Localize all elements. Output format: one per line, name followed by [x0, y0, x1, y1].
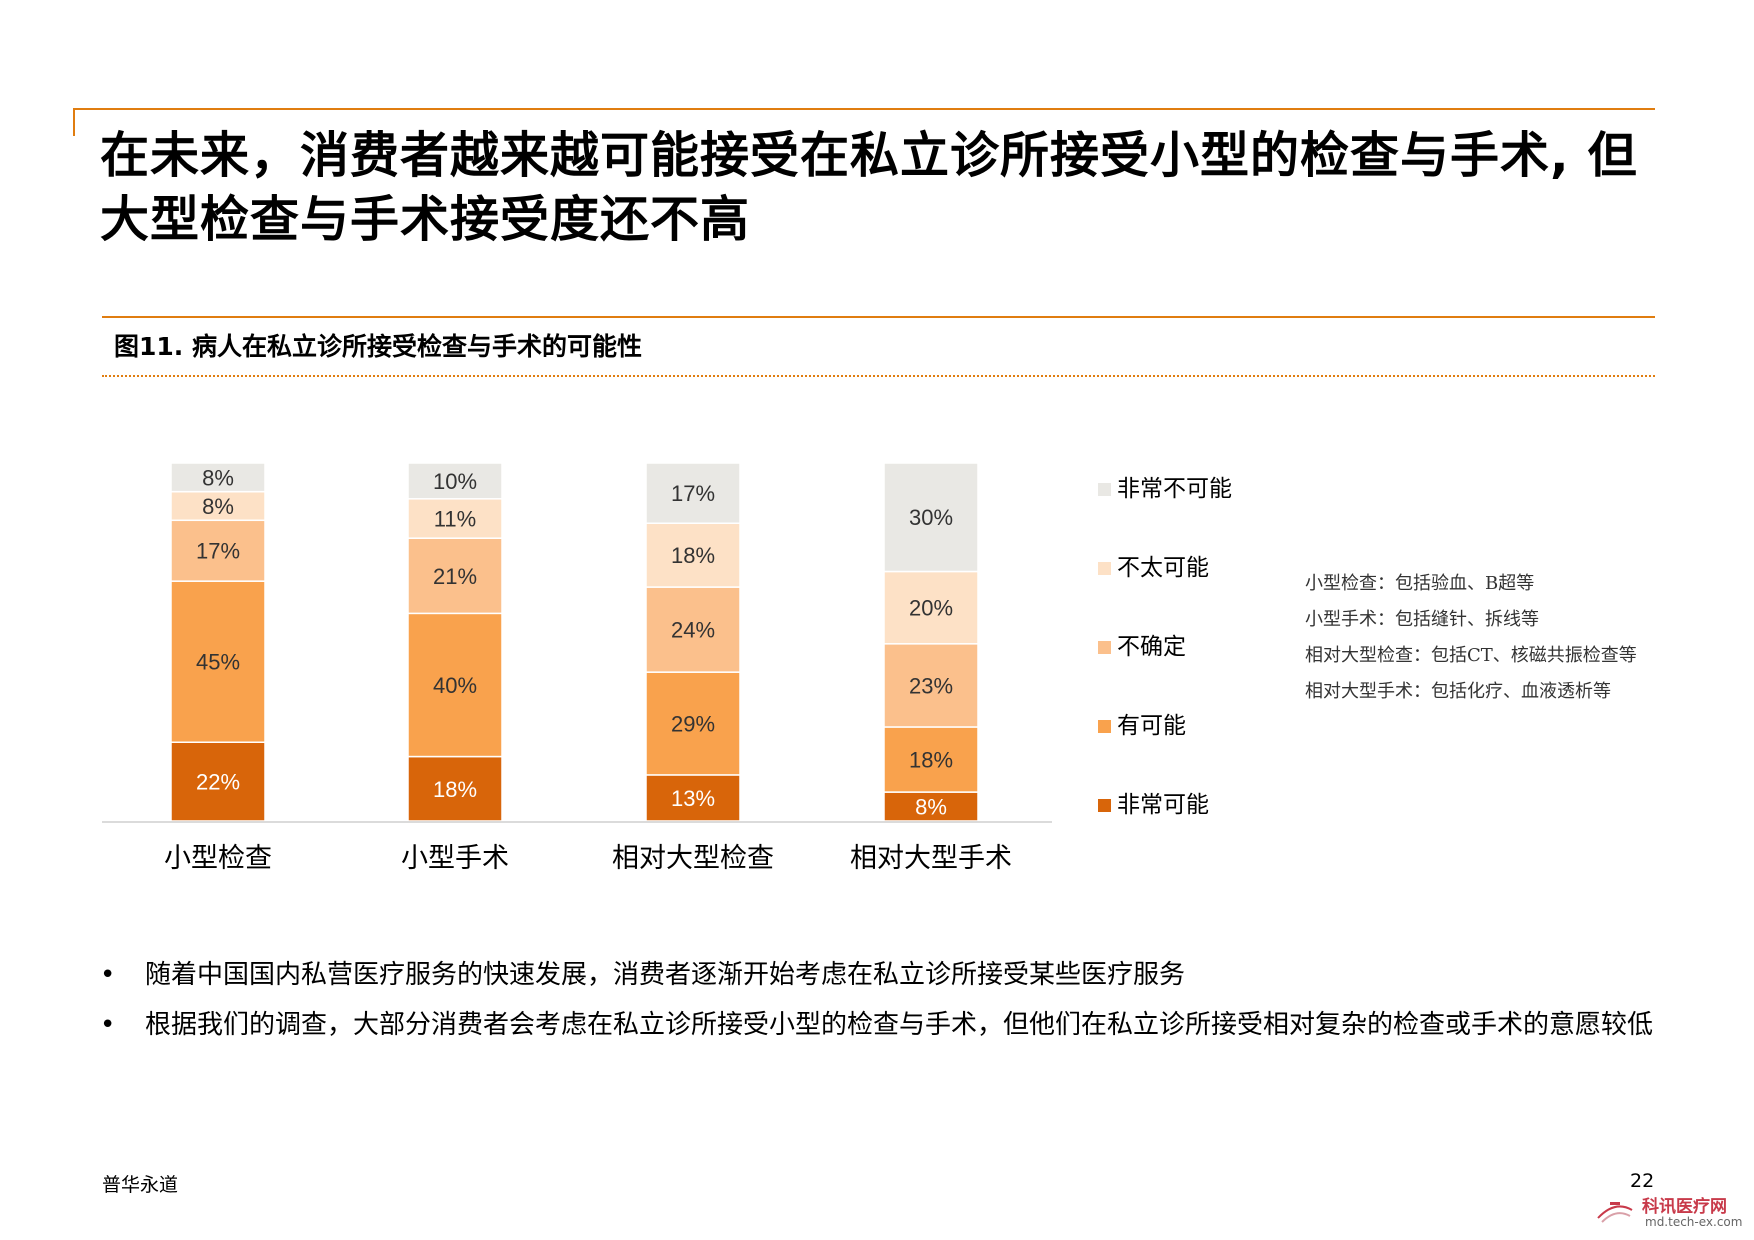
data-label: 8%: [915, 795, 947, 820]
data-label: 18%: [909, 748, 953, 773]
legend-item: 有可能: [1098, 711, 1186, 741]
note-large-exam: 相对大型检查：包括CT、核磁共振检查等: [1305, 645, 1637, 666]
data-label: 21%: [433, 564, 477, 589]
data-label: 18%: [433, 777, 477, 802]
definition-notes: 小型检查：包括验血、B超等 小型手术：包括缝针、拆线等 相对大型检查：包括CT、…: [1305, 566, 1637, 710]
figure-rule-bottom: [102, 375, 1655, 377]
watermark-name: 科讯医疗网: [1642, 1197, 1727, 1217]
bullet-marker: •: [100, 960, 116, 990]
bar-segment: [883, 726, 979, 793]
bar-segment: [170, 490, 266, 522]
legend-label: 有可能: [1117, 713, 1186, 739]
x-axis-tick-label: 相对大型检查: [612, 843, 774, 873]
bar-segment: [170, 519, 266, 582]
bar-segment: [407, 462, 503, 500]
note-small-surgery: 小型手术：包括缝针、拆线等: [1305, 609, 1539, 630]
data-label: 29%: [671, 712, 715, 737]
footer-brand: 普华永道: [102, 1174, 179, 1196]
bar-segment: [645, 586, 741, 673]
watermark-logo-icon: [1597, 1202, 1633, 1223]
legend-label: 不确定: [1117, 634, 1186, 660]
figure-rule-top: [102, 316, 1655, 318]
figure-title: 图11. 病人在私立诊所接受检查与手术的可能性: [114, 332, 642, 361]
legend-item: 非常不可能: [1098, 474, 1232, 504]
bar-segment: [407, 537, 503, 615]
bullet-item: • 随着中国国内私营医疗服务的快速发展，消费者逐渐开始考虑在私立诊所接受某些医疗…: [100, 958, 1660, 992]
legend-label: 非常不可能: [1117, 476, 1232, 502]
bullet-marker: •: [100, 1010, 116, 1040]
bar-segment: [407, 498, 503, 539]
bar-segment: [645, 774, 741, 822]
legend-label: 非常可能: [1117, 792, 1209, 818]
data-label: 11%: [434, 506, 476, 531]
bar-segment: [170, 462, 266, 493]
x-axis-tick-label: 相对大型手术: [850, 843, 1012, 873]
data-label: 17%: [196, 539, 240, 564]
data-label: 18%: [671, 543, 715, 568]
legend-swatch: [1098, 798, 1111, 812]
data-label: 45%: [196, 650, 240, 675]
bar-segment: [407, 612, 503, 758]
header-rule: [73, 108, 1655, 110]
bar-segment: [883, 462, 979, 573]
bar-segment: [883, 791, 979, 822]
data-label: 23%: [909, 673, 953, 698]
bullet-text: 随着中国国内私营医疗服务的快速发展，消费者逐渐开始考虑在私立诊所接受某些医疗服务: [145, 960, 1186, 990]
data-label: 8%: [202, 465, 234, 490]
bar-segment: [645, 522, 741, 588]
legend-label: 不太可能: [1117, 555, 1209, 581]
legend-swatch: [1098, 482, 1111, 496]
legend-swatch: [1098, 640, 1111, 654]
legend-item: 不太可能: [1098, 553, 1209, 583]
note-large-surgery: 相对大型手术：包括化疗、血液透析等: [1305, 681, 1611, 702]
bar-segment: [170, 741, 266, 822]
data-label: 13%: [671, 786, 715, 811]
data-label: 20%: [909, 596, 953, 621]
bar-segment: [407, 755, 503, 822]
legend-item: 非常可能: [1098, 790, 1209, 820]
data-label: 8%: [202, 494, 234, 519]
note-small-exam: 小型检查：包括验血、B超等: [1305, 573, 1535, 594]
x-axis-tick-label: 小型手术: [401, 843, 509, 873]
bullet-list: • 随着中国国内私营医疗服务的快速发展，消费者逐渐开始考虑在私立诊所接受某些医疗…: [100, 958, 1660, 1058]
bar-segment: [645, 462, 741, 525]
data-label: 22%: [196, 770, 240, 795]
x-axis-tick-label: 小型检查: [164, 843, 272, 873]
legend-swatch: [1098, 561, 1111, 575]
bullet-item: • 根据我们的调查，大部分消费者会考虑在私立诊所接受小型的检查与手术，但他们在私…: [100, 1008, 1660, 1042]
watermark-url: md.tech-ex.com: [1645, 1215, 1743, 1229]
bar-segment: [883, 643, 979, 728]
bar-segment: [645, 671, 741, 776]
data-label: 10%: [433, 469, 477, 494]
bullet-text: 根据我们的调查，大部分消费者会考虑在私立诊所接受小型的检查与手术，但他们在私立诊…: [145, 1010, 1654, 1040]
legend-swatch: [1098, 719, 1111, 733]
legend-item: 不确定: [1098, 632, 1186, 662]
page-number: 22: [1630, 1170, 1655, 1192]
header-rule-tick: [73, 108, 75, 136]
data-label: 17%: [671, 481, 715, 506]
page-title: 在未来，消费者越来越可能接受在私立诊所接受小型的检查与手术, 但大型检查与手术接…: [100, 127, 1638, 248]
data-label: 40%: [433, 673, 477, 698]
data-label: 30%: [909, 505, 953, 530]
data-label: 24%: [671, 618, 715, 643]
bar-segment: [170, 580, 266, 743]
bar-segment: [883, 570, 979, 645]
